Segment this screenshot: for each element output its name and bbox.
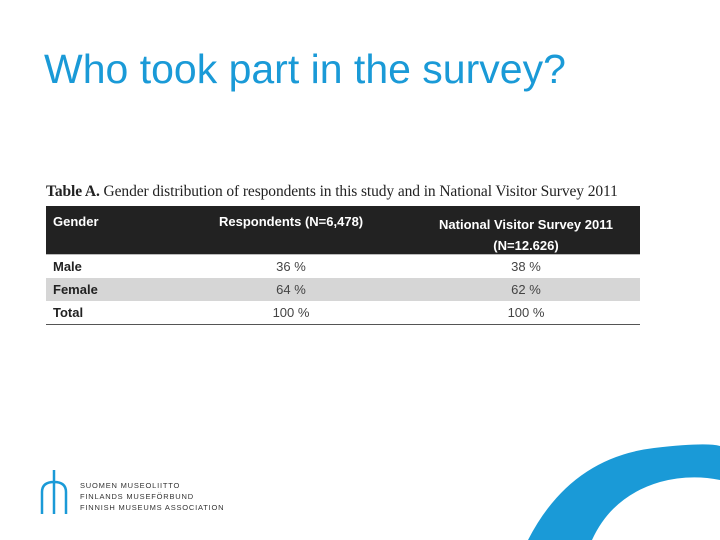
row-gender: Female xyxy=(53,282,98,297)
table-caption-text: Gender distribution of respondents in th… xyxy=(99,183,618,200)
logo-text: SUOMEN MUSEOLIITTO FINLANDS MUSEFÖRBUND … xyxy=(80,480,224,513)
table-row: Male 36 % 38 % xyxy=(46,254,640,278)
table-row: Female 64 % 62 % xyxy=(46,278,640,301)
row-national: 62 % xyxy=(511,282,541,297)
header-gender: Gender xyxy=(53,214,99,229)
museums-association-logo: SUOMEN MUSEOLIITTO FINLANDS MUSEFÖRBUND … xyxy=(34,470,234,516)
logo-line-en: FINNISH MUSEUMS ASSOCIATION xyxy=(80,503,225,512)
row-gender: Male xyxy=(53,259,82,274)
gender-distribution-table: Gender Respondents (N=6,478) National Vi… xyxy=(46,206,640,325)
table-caption: Table A. Gender distribution of responde… xyxy=(46,183,618,201)
header-national-survey: National Visitor Survey 2011 (N=12.626) xyxy=(439,217,613,253)
row-respondents: 64 % xyxy=(276,282,306,297)
row-national: 38 % xyxy=(511,259,541,274)
table-row: Total 100 % 100 % xyxy=(46,301,640,325)
row-respondents: 100 % xyxy=(272,305,310,320)
row-respondents: 36 % xyxy=(276,259,306,274)
logo-line-fi: SUOMEN MUSEOLIITTO xyxy=(80,481,181,490)
logo-mark-icon xyxy=(40,470,68,514)
row-national: 100 % xyxy=(507,305,545,320)
row-gender: Total xyxy=(53,305,84,320)
slide-title: Who took part in the survey? xyxy=(44,46,566,92)
logo-line-sv: FINLANDS MUSEFÖRBUND xyxy=(80,492,194,501)
table-header-row: Gender Respondents (N=6,478) National Vi… xyxy=(46,206,640,254)
header-respondents: Respondents (N=6,478) xyxy=(219,214,364,229)
table-caption-label: Table A. xyxy=(46,183,100,200)
